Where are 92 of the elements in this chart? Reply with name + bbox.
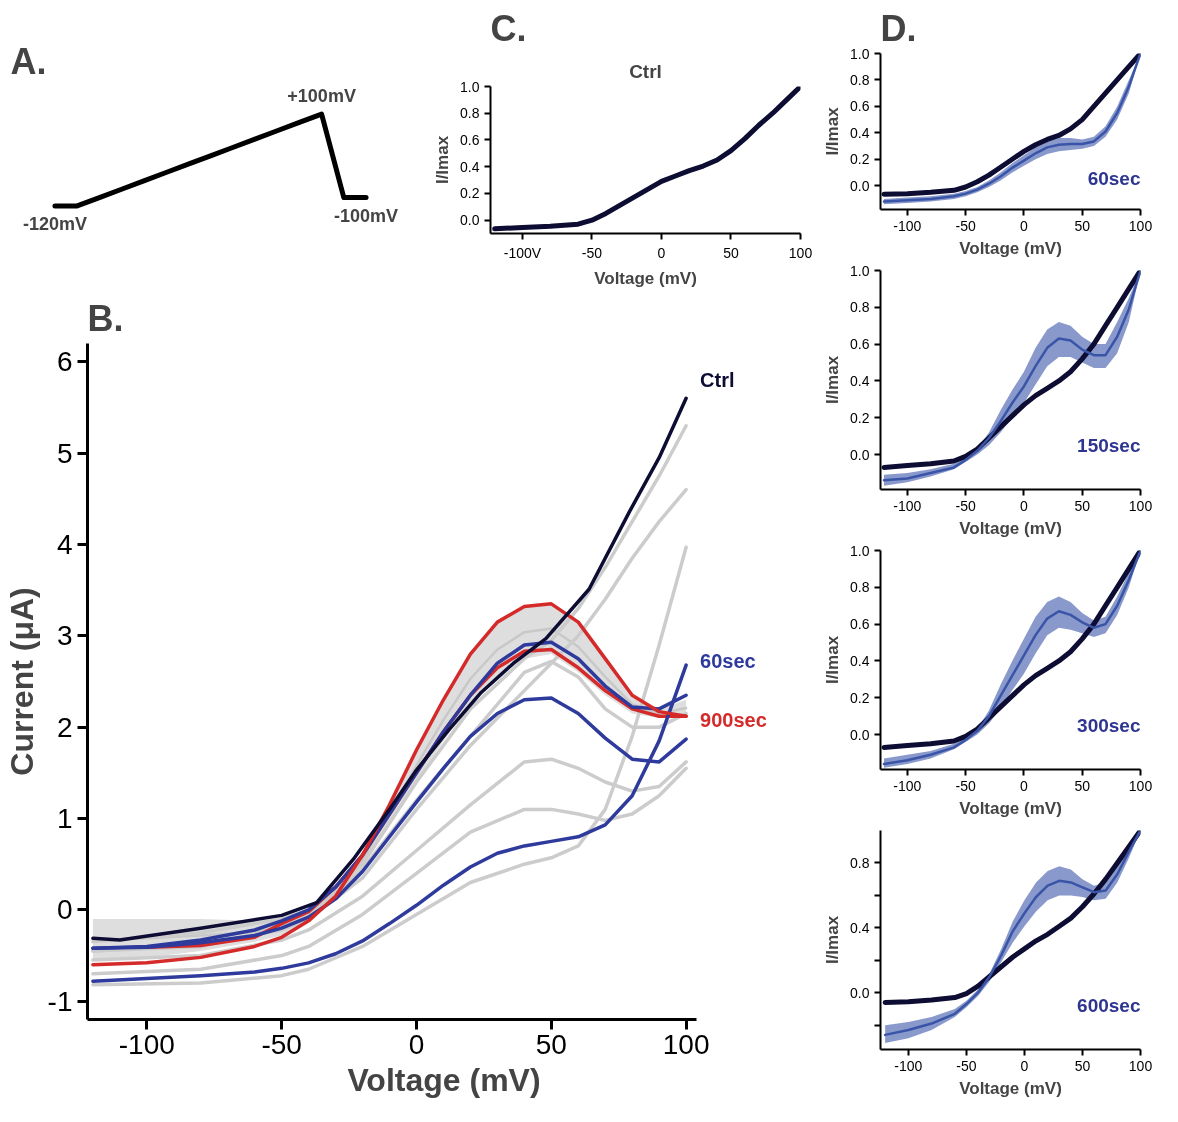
y-tick-label: 0.4 [850, 652, 870, 669]
y-tick-label: 0.4 [850, 919, 870, 936]
y-tick-label: 3 [56, 620, 73, 652]
y-tick-label: 0.6 [850, 616, 870, 633]
y-axis-title: I/Imax [433, 135, 453, 185]
text: 150sec [1077, 435, 1141, 457]
y-tick-label: 2 [56, 711, 73, 743]
x-tick-label: -100 [893, 497, 922, 514]
y-tick-label: 1.0 [850, 45, 870, 62]
y-tick-label: 0.2 [460, 185, 480, 202]
x-tick-label: 50 [1074, 1057, 1091, 1074]
x-tick-label: -50 [955, 497, 976, 514]
y-tick-label: 1.0 [460, 78, 480, 95]
series-label: Ctrl [700, 369, 735, 392]
y-tick-label: 0.0 [850, 984, 870, 1001]
x-tick-label: 0 [1020, 497, 1029, 514]
x-axis-title: Voltage (mV) [959, 518, 1062, 538]
chart-title: A. [10, 40, 47, 82]
x-axis-title: Voltage (mV) [959, 1078, 1062, 1098]
x-tick-label: 50 [1074, 217, 1091, 234]
y-tick-label: 0.4 [850, 124, 870, 141]
x-tick-label: 100 [662, 1028, 710, 1060]
x-tick-label: 0 [1020, 217, 1029, 234]
x-tick-label: -50 [955, 217, 976, 234]
y-axis-title: I/Imax [823, 915, 843, 965]
y-tick-label: 1 [56, 803, 73, 835]
y-axis-title: I/Imax [823, 355, 843, 405]
x-tick-label: 100 [788, 244, 813, 261]
y-tick-label: 0.6 [850, 98, 870, 115]
y-axis-title: I/Imax [823, 635, 843, 685]
chart-title: C. [490, 7, 527, 49]
y-tick-label: 1.0 [850, 542, 870, 559]
x-tick-label: -100 [894, 1057, 923, 1074]
data-label: -120mV [22, 213, 87, 234]
y-tick-label: 0.8 [850, 579, 870, 596]
data-label: +100mV [287, 86, 356, 107]
y-tick-label: 0.0 [850, 177, 870, 194]
y-tick-label: 0.6 [460, 131, 480, 148]
x-tick-label: 50 [1074, 777, 1091, 794]
y-tick-label: 0.8 [850, 71, 870, 88]
x-tick-label: 50 [723, 244, 739, 261]
x-tick-label: 100 [1128, 777, 1153, 794]
y-tick-label: 5 [56, 437, 73, 469]
y-tick-label: 4 [56, 528, 73, 560]
x-tick-label: -50 [261, 1028, 302, 1060]
x-axis-title: Voltage (mV) [959, 238, 1062, 258]
x-tick-label: -50 [955, 777, 976, 794]
x-axis-title: Voltage (mV) [347, 1061, 541, 1098]
x-tick-label: 50 [1074, 497, 1091, 514]
y-tick-label: 0.6 [850, 336, 870, 353]
y-tick-label: 6 [56, 346, 73, 378]
x-tick-label: 100 [1128, 1057, 1153, 1074]
y-tick-label: 0 [56, 894, 73, 926]
y-tick-label: -1 [47, 985, 73, 1017]
x-tick-label: -100V [503, 244, 542, 261]
y-tick-label: 0.2 [850, 151, 870, 168]
x-tick-label: -100 [118, 1028, 175, 1060]
x-axis-title: Voltage (mV) [594, 268, 697, 288]
y-tick-label: 0.2 [850, 409, 870, 426]
x-axis-title: Voltage (mV) [959, 798, 1062, 818]
y-tick-label: 0.0 [850, 446, 870, 463]
y-tick-label: 0.0 [460, 212, 480, 229]
text: 300sec [1077, 715, 1141, 737]
x-tick-label: 0 [1020, 1057, 1029, 1074]
x-tick-label: 0 [408, 1028, 425, 1060]
y-axis-title: I/Imax [823, 106, 843, 156]
chart-title: B. [87, 297, 124, 339]
y-tick-label: 1.0 [850, 262, 870, 279]
y-tick-label: 0.4 [460, 158, 480, 175]
x-tick-label: -50 [956, 1057, 977, 1074]
y-tick-label: 0.8 [850, 299, 870, 316]
y-axis-title: Current (μA) [3, 587, 40, 776]
chart-subtitle: Ctrl [629, 60, 662, 82]
x-tick-label: 50 [535, 1028, 567, 1060]
series-label: 60sec [700, 650, 756, 673]
x-tick-label: 0 [657, 244, 666, 261]
y-tick-label: 0.0 [850, 726, 870, 743]
x-tick-label: 100 [1128, 497, 1153, 514]
y-tick-label: 0.8 [460, 105, 480, 122]
y-tick-label: 0.8 [850, 854, 870, 871]
x-tick-label: 100 [1128, 217, 1153, 234]
y-tick-label: 0.4 [850, 372, 870, 389]
x-tick-label: -100 [893, 217, 922, 234]
chart-title: D. [880, 7, 917, 49]
series-label: 60sec [1087, 167, 1141, 189]
data-label: -100mV [334, 205, 399, 226]
series-label: 900sec [700, 709, 767, 732]
x-tick-label: -100 [893, 777, 922, 794]
x-tick-label: -50 [581, 244, 603, 261]
y-tick-label: 0.2 [850, 689, 870, 706]
text: 600sec [1077, 995, 1141, 1017]
x-tick-label: 0 [1020, 777, 1029, 794]
